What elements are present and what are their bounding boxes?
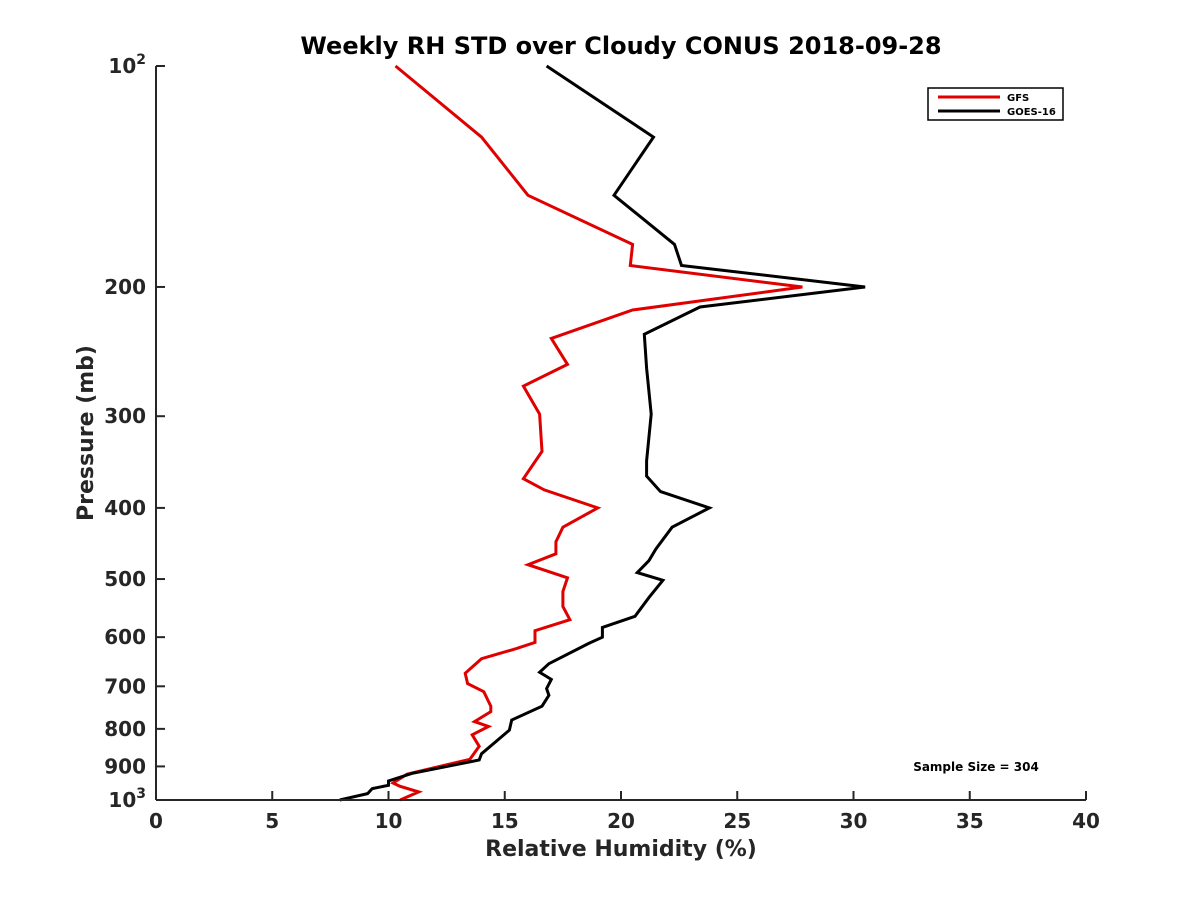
y-tick-label: 200: [104, 275, 146, 299]
x-axis-ticks: 0 5 10 15 20 25 30 35 40: [149, 791, 1100, 833]
sample-size-annotation: Sample Size = 304: [913, 760, 1039, 774]
x-tick-label: 15: [491, 809, 519, 833]
plot-area: 0 5 10 15 20 25 30 35 40 10220030040050060070080…: [104, 52, 1100, 833]
y-tick-label: 600: [104, 625, 146, 649]
y-tick-label-base: 10: [108, 788, 136, 812]
y-tick-label: 400: [104, 496, 146, 520]
x-tick-label: 30: [840, 809, 868, 833]
y-tick-label-base: 600: [104, 625, 146, 649]
y-tick-label-base: 400: [104, 496, 146, 520]
y-tick-label-base: 800: [104, 717, 146, 741]
x-tick-label: 35: [956, 809, 984, 833]
x-tick-label: 0: [149, 809, 163, 833]
y-tick-label: 900: [104, 754, 146, 778]
chart-title: Weekly RH STD over Cloudy CONUS 2018-09-…: [300, 32, 941, 60]
y-tick-label: 500: [104, 567, 146, 591]
y-tick-label-base: 700: [104, 674, 146, 698]
y-tick-label-base: 200: [104, 275, 146, 299]
y-tick-label-exponent: 3: [136, 786, 146, 802]
x-tick-label: 40: [1072, 809, 1100, 833]
y-tick-label-exponent: 2: [136, 52, 146, 68]
y-tick-label: 800: [104, 717, 146, 741]
x-tick-label: 25: [723, 809, 751, 833]
series-line-gfs: [389, 64, 803, 802]
y-tick-label-base: 10: [108, 54, 136, 78]
x-tick-label: 20: [607, 809, 635, 833]
legend-label: GOES-16: [1007, 107, 1056, 118]
x-tick-label: 5: [265, 809, 279, 833]
y-tick-label: 300: [104, 404, 146, 428]
series-layer: [339, 64, 866, 802]
x-axis-title: Relative Humidity (%): [485, 837, 757, 862]
y-tick-label-base: 900: [104, 754, 146, 778]
y-tick-label-base: 500: [104, 567, 146, 591]
y-tick-label: 102: [108, 52, 146, 78]
series-line-goes-16: [339, 64, 866, 802]
legend-label: GFS: [1007, 93, 1029, 104]
legend: GFS GOES-16: [927, 87, 1064, 121]
legend-entries: GFS GOES-16: [938, 93, 1056, 118]
y-tick-label-base: 300: [104, 404, 146, 428]
x-tick-label: 10: [375, 809, 403, 833]
legend-box: [927, 87, 1064, 121]
y-tick-label: 700: [104, 674, 146, 698]
y-axis-title: Pressure (mb): [74, 345, 99, 521]
y-tick-label: 103: [108, 786, 146, 812]
